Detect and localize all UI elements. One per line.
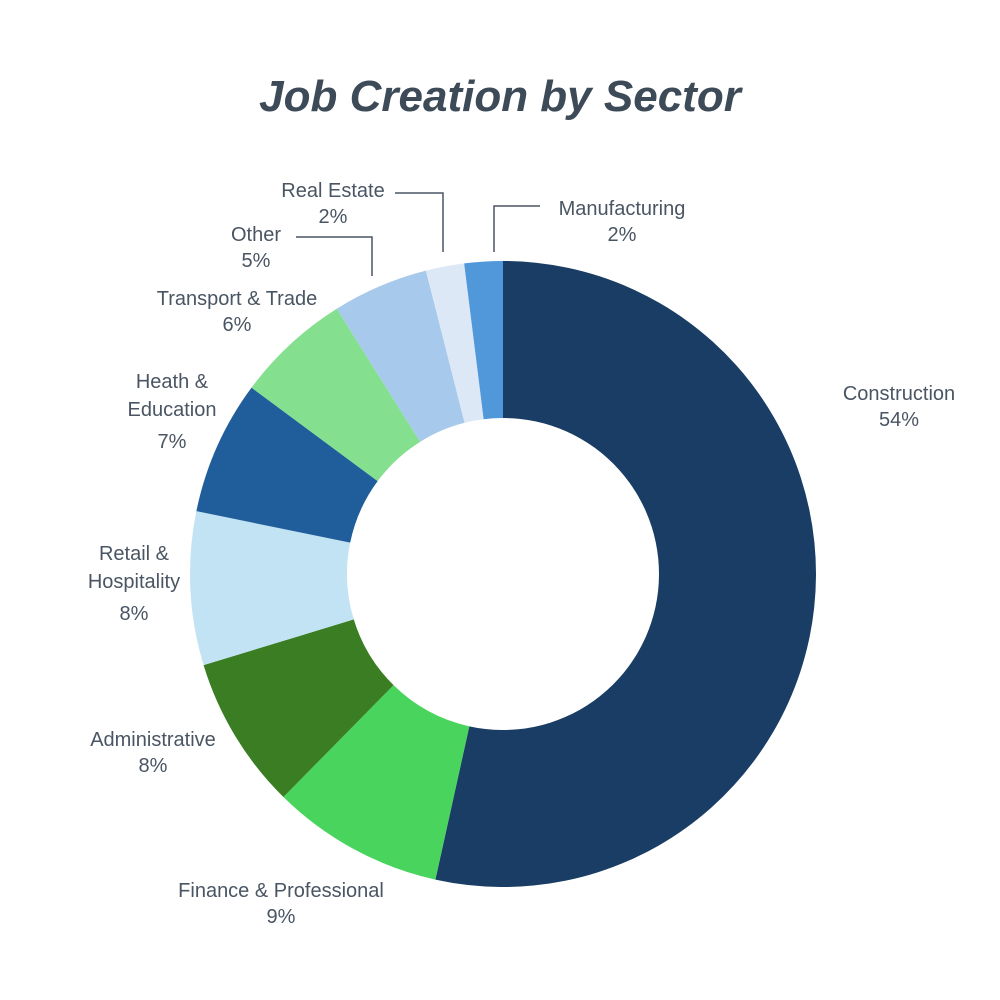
slice-label: Construction <box>843 383 955 405</box>
slice-heath-and-education[interactable] <box>196 387 378 543</box>
leader-line-real-estate <box>395 192 444 252</box>
label-retail-and-hospitality: Retail & Hospitality 8% <box>88 543 180 625</box>
slice-label: Administrative <box>90 729 216 751</box>
slice-percent: 8% <box>120 603 149 625</box>
label-real-estate: Real Estate 2% <box>281 180 384 228</box>
slice-percent: 54% <box>879 409 919 431</box>
label-manufacturing: Manufacturing 2% <box>559 198 686 246</box>
slice-manufacturing[interactable] <box>464 261 503 420</box>
slice-percent: 9% <box>267 906 296 928</box>
slice-construction[interactable] <box>435 261 817 887</box>
slice-label: Education <box>128 399 217 421</box>
slice-label: Real Estate <box>281 180 384 202</box>
leader-line-manufacturing <box>493 205 540 252</box>
label-finance-and-professional: Finance & Professional 9% <box>178 880 384 928</box>
slice-percent: 2% <box>608 224 637 246</box>
slice-administrative[interactable] <box>203 619 394 798</box>
label-construction: Construction 54% <box>843 383 955 431</box>
label-administrative: Administrative 8% <box>90 729 216 777</box>
slice-percent: 6% <box>223 314 252 336</box>
slice-finance-and-professional[interactable] <box>283 685 470 880</box>
slice-label: Transport & Trade <box>157 288 317 310</box>
label-transport-and-trade: Transport & Trade 6% <box>157 288 317 336</box>
slice-percent: 8% <box>139 755 168 777</box>
slice-retail-and-hospitality[interactable] <box>189 511 354 666</box>
slice-label: Retail & <box>99 543 170 565</box>
slice-label: Other <box>231 224 281 246</box>
chart-title: Job Creation by Sector <box>259 72 741 121</box>
slice-label: Hospitality <box>88 571 180 593</box>
slice-percent: 2% <box>319 206 348 228</box>
slice-label: Heath & <box>136 371 209 393</box>
slice-label: Finance & Professional <box>178 880 384 902</box>
label-other: Other 5% <box>231 224 281 272</box>
label-heath-and-education: Heath & Education 7% <box>128 371 217 453</box>
leader-line-other <box>296 236 373 276</box>
slice-label: Manufacturing <box>559 198 686 220</box>
slice-percent: 5% <box>242 250 271 272</box>
slice-other[interactable] <box>336 270 465 442</box>
slice-transport-and-trade[interactable] <box>251 308 421 482</box>
slice-percent: 7% <box>158 431 187 453</box>
slice-real-estate[interactable] <box>425 263 484 423</box>
